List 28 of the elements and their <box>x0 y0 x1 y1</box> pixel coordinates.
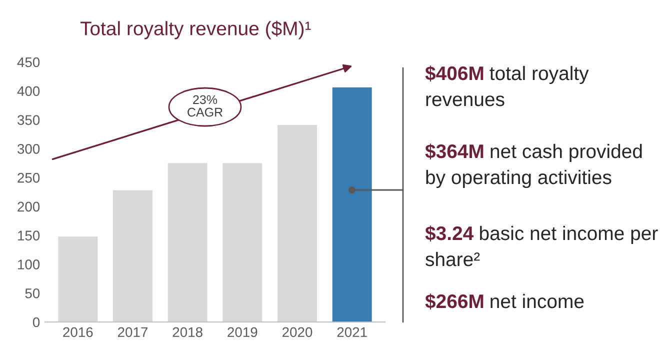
x-tick-label: 2020 <box>282 327 312 338</box>
x-tick-label: 2019 <box>228 327 258 338</box>
x-tick-label: 2017 <box>118 327 148 338</box>
x-tick-label: 2021 <box>337 327 367 338</box>
text: $3.24 basic net income per share² <box>425 226 658 266</box>
y-tick-label: 100 <box>18 260 40 270</box>
text: $266M net income <box>425 294 584 310</box>
y-tick-label: 50 <box>25 288 40 298</box>
bar <box>113 190 152 322</box>
y-tick-label: 0 <box>32 317 40 328</box>
y-tick-label: 150 <box>18 230 40 241</box>
y-tick-label: 200 <box>18 202 40 212</box>
bar <box>168 163 208 322</box>
text: $364M net cash provided by operating activities <box>425 144 642 188</box>
x-tick-label: 2018 <box>172 327 202 338</box>
y-tick-label: 450 <box>17 57 40 68</box>
bar <box>222 163 262 322</box>
bar <box>58 236 98 322</box>
text: $406M total royalty revenues <box>425 66 589 106</box>
annotation: 23% CAGR <box>188 95 222 117</box>
bar <box>332 87 372 322</box>
y-tick-label: 400 <box>17 86 40 96</box>
y-tick-label: 250 <box>18 172 40 183</box>
x-tick-label: 2016 <box>63 327 93 338</box>
bar <box>278 124 317 322</box>
chart-title: Total royalty revenue ($M)¹ <box>80 20 311 40</box>
y-tick-label: 350 <box>18 115 40 125</box>
y-tick-label: 300 <box>18 144 40 154</box>
